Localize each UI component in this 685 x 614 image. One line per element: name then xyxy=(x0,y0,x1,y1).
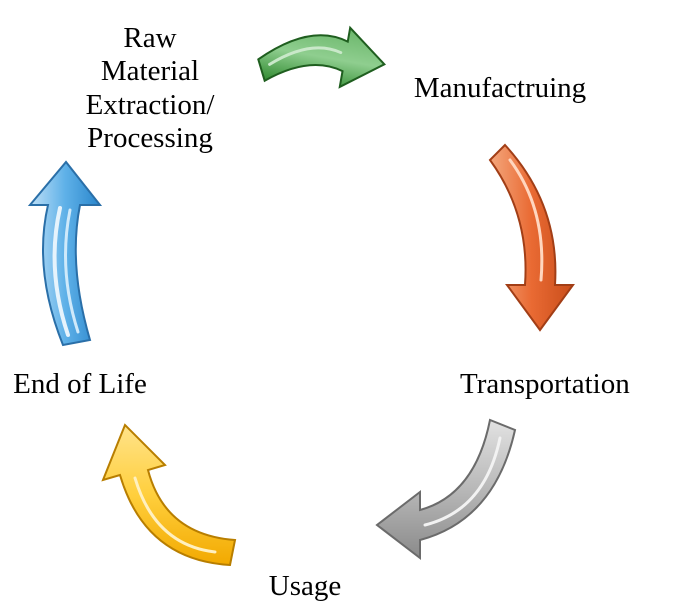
node-transportation-label: Transportation xyxy=(460,368,685,401)
arrow-manufacturing-to-transportation xyxy=(485,135,585,335)
node-usage-label: Usage xyxy=(225,570,385,603)
arrow-transportation-to-usage xyxy=(375,420,525,570)
arrow-usage-to-endoflife xyxy=(85,420,235,580)
node-manufacturing-label: Manufactruing xyxy=(370,72,630,105)
cycle-diagram: Raw Material Extraction/ Processing Manu… xyxy=(0,0,685,614)
node-endoflife-label: End of Life xyxy=(0,368,190,401)
node-raw-label: Raw Material Extraction/ Processing xyxy=(50,22,250,155)
arrow-endoflife-to-raw xyxy=(18,160,108,350)
arrow-raw-to-manufacturing xyxy=(244,3,396,106)
